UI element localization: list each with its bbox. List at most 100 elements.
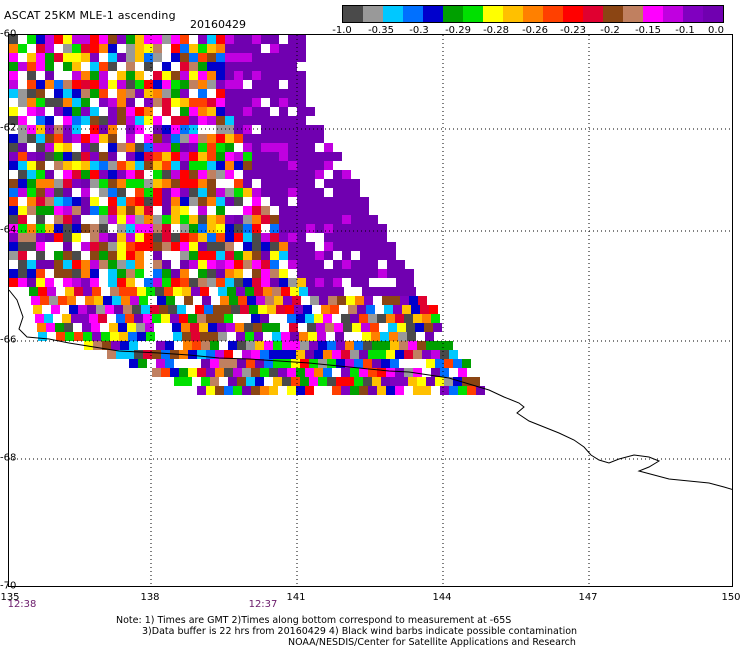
wind-pixel xyxy=(89,314,98,323)
wind-pixel xyxy=(380,332,389,341)
wind-pixel xyxy=(153,242,162,251)
wind-pixel xyxy=(144,134,153,143)
wind-pixel xyxy=(297,197,306,206)
wind-pixel xyxy=(135,116,144,125)
wind-pixel xyxy=(128,332,137,341)
colorbar-label: -0.3 xyxy=(409,25,429,36)
wind-pixel xyxy=(18,188,27,197)
wind-pixel xyxy=(36,215,45,224)
wind-pixel xyxy=(252,152,261,161)
wind-pixel xyxy=(135,71,144,80)
wind-pixel xyxy=(90,89,99,98)
wind-pixel xyxy=(360,197,369,206)
wind-pixel xyxy=(366,305,375,314)
wind-pixel xyxy=(63,188,72,197)
wind-pixel xyxy=(453,377,462,386)
wind-pixel xyxy=(63,233,72,242)
wind-pixel xyxy=(381,377,390,386)
wind-pixel xyxy=(81,143,90,152)
wind-pixel xyxy=(117,161,126,170)
wind-pixel xyxy=(145,323,154,332)
wind-pixel xyxy=(81,170,90,179)
wind-pixel xyxy=(327,377,336,386)
wind-pixel xyxy=(36,188,45,197)
wind-pixel xyxy=(119,287,128,296)
wind-pixel xyxy=(117,143,126,152)
wind-pixel xyxy=(228,341,237,350)
wind-pixel xyxy=(369,224,378,233)
wind-pixel xyxy=(252,215,261,224)
wind-pixel xyxy=(279,206,288,215)
wind-pixel xyxy=(189,62,198,71)
wind-pixel xyxy=(153,179,162,188)
wind-pixel xyxy=(54,161,63,170)
wind-pixel xyxy=(144,53,153,62)
wind-pixel xyxy=(198,35,207,44)
wind-pixel xyxy=(378,233,387,242)
wind-pixel xyxy=(269,368,278,377)
wind-pixel xyxy=(387,260,396,269)
wind-pixel xyxy=(315,215,324,224)
wind-pixel xyxy=(126,179,135,188)
wind-pixel xyxy=(328,296,337,305)
wind-pixel xyxy=(37,323,46,332)
wind-pixel xyxy=(319,296,328,305)
wind-pixel xyxy=(90,260,99,269)
wind-pixel xyxy=(274,296,283,305)
wind-pixel xyxy=(81,89,90,98)
wind-pixel xyxy=(240,305,249,314)
wind-pixel xyxy=(279,134,288,143)
colorbar-segment xyxy=(603,6,623,22)
wind-pixel xyxy=(180,242,189,251)
wind-pixel xyxy=(279,143,288,152)
wind-pixel xyxy=(306,278,315,287)
wind-pixel xyxy=(90,116,99,125)
wind-pixel xyxy=(227,287,236,296)
wind-pixel xyxy=(252,161,261,170)
wind-pixel xyxy=(324,179,333,188)
wind-pixel xyxy=(9,251,18,260)
wind-pixel xyxy=(207,134,216,143)
wind-pixel xyxy=(351,179,360,188)
wind-pixel xyxy=(314,350,323,359)
wind-pixel xyxy=(234,224,243,233)
wind-pixel xyxy=(36,116,45,125)
wind-pixel xyxy=(225,53,234,62)
wind-pixel xyxy=(351,269,360,278)
wind-pixel xyxy=(189,143,198,152)
wind-pixel xyxy=(129,359,138,368)
wind-pixel xyxy=(117,188,126,197)
wind-pixel xyxy=(45,62,54,71)
wind-pixel xyxy=(90,35,99,44)
wind-pixel xyxy=(54,269,63,278)
wind-pixel xyxy=(252,206,261,215)
wind-pixel xyxy=(342,206,351,215)
wind-pixel xyxy=(243,89,252,98)
wind-pixel xyxy=(198,152,207,161)
wind-pixel xyxy=(126,107,135,116)
wind-pixel xyxy=(117,260,126,269)
wind-pixel xyxy=(81,179,90,188)
wind-pixel xyxy=(171,278,180,287)
wind-pixel xyxy=(162,134,171,143)
wind-pixel xyxy=(342,215,351,224)
wind-pixel xyxy=(201,359,210,368)
wind-pixel xyxy=(99,260,108,269)
wind-pixel xyxy=(252,53,261,62)
wind-pixel xyxy=(63,143,72,152)
note-line: NOAA/NESDIS/Center for Satellite Applica… xyxy=(288,637,576,648)
wind-pixel xyxy=(297,116,306,125)
wind-pixel xyxy=(192,341,201,350)
wind-pixel xyxy=(236,332,245,341)
wind-pixel xyxy=(189,188,198,197)
wind-pixel xyxy=(216,125,225,134)
wind-pixel xyxy=(156,359,165,368)
wind-pixel xyxy=(36,260,45,269)
wind-pixel xyxy=(309,377,318,386)
wind-pixel xyxy=(162,224,171,233)
wind-pixel xyxy=(45,224,54,233)
wind-pixel xyxy=(93,341,102,350)
wind-pixel xyxy=(260,386,269,395)
wind-pixel xyxy=(209,332,218,341)
wind-pixel xyxy=(270,170,279,179)
